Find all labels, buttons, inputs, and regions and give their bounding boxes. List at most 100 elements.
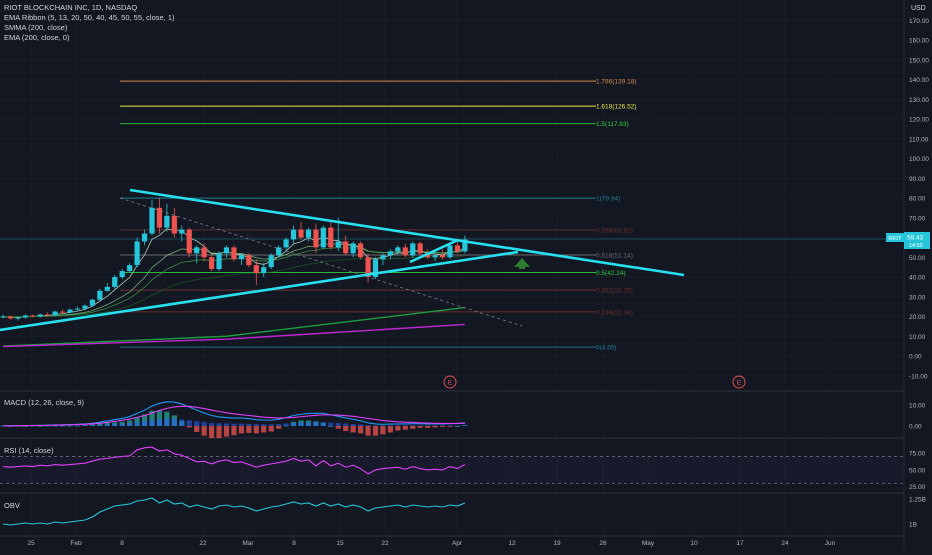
candle[interactable] <box>22 315 28 318</box>
candle[interactable] <box>0 316 6 318</box>
candle[interactable] <box>194 247 200 254</box>
candle[interactable] <box>164 215 170 228</box>
candle[interactable] <box>89 299 95 306</box>
candle[interactable] <box>372 259 379 277</box>
candle[interactable] <box>447 245 453 258</box>
candle[interactable] <box>298 229 304 238</box>
candle[interactable] <box>134 241 140 266</box>
macd-histogram-bar[interactable] <box>328 426 334 427</box>
macd-histogram-bar[interactable] <box>380 426 386 435</box>
upper-trendline[interactable] <box>129 188 685 277</box>
smma-200-line[interactable] <box>2 323 465 348</box>
macd-histogram-bar[interactable] <box>149 410 155 426</box>
candle[interactable] <box>365 257 371 277</box>
macd-histogram-bar[interactable] <box>402 426 408 430</box>
candle[interactable] <box>223 247 230 254</box>
macd-histogram-bar[interactable] <box>372 426 379 436</box>
macd-histogram-bar[interactable] <box>410 426 416 429</box>
channel-trendline[interactable] <box>409 238 459 264</box>
candle[interactable] <box>216 253 222 270</box>
macd-histogram-bar[interactable] <box>216 426 222 439</box>
macd-signal-line[interactable] <box>2 405 465 427</box>
macd-histogram-bar[interactable] <box>253 426 259 434</box>
macd-histogram-bar[interactable] <box>209 426 215 439</box>
price-badge[interactable] <box>904 232 930 249</box>
macd-histogram-bar[interactable] <box>439 426 446 427</box>
macd-histogram-bar[interactable] <box>246 426 252 433</box>
candle[interactable] <box>7 316 14 319</box>
macd-histogram-bar[interactable] <box>186 426 192 428</box>
candle[interactable] <box>283 239 289 248</box>
candle[interactable] <box>305 229 312 238</box>
ema-200-line[interactable] <box>2 306 465 347</box>
obv-line[interactable] <box>2 497 466 526</box>
candle[interactable] <box>45 314 51 316</box>
candle[interactable] <box>253 265 259 274</box>
candle[interactable] <box>171 215 177 234</box>
candle[interactable] <box>380 255 386 260</box>
candle[interactable] <box>112 277 118 287</box>
candle[interactable] <box>231 247 237 260</box>
macd-histogram-bar[interactable] <box>447 426 453 427</box>
candle[interactable] <box>209 257 215 270</box>
dashed-trendline[interactable] <box>119 197 523 327</box>
earnings-marker[interactable] <box>732 375 746 389</box>
macd-histogram-bar[interactable] <box>432 426 438 428</box>
candle[interactable] <box>37 314 43 317</box>
macd-histogram-bar[interactable] <box>387 426 393 433</box>
macd-histogram-bar[interactable] <box>268 426 274 432</box>
macd-histogram-bar[interactable] <box>201 426 207 436</box>
candle[interactable] <box>97 290 103 300</box>
candle[interactable] <box>246 255 252 266</box>
candle[interactable] <box>454 245 461 252</box>
candle[interactable] <box>335 241 341 248</box>
candle[interactable] <box>201 247 207 258</box>
macd-histogram-bar[interactable] <box>395 426 401 431</box>
macd-histogram-bar[interactable] <box>97 423 103 426</box>
candle[interactable] <box>328 227 334 248</box>
macd-histogram-bar[interactable] <box>238 426 244 434</box>
candle[interactable] <box>127 265 133 272</box>
macd-histogram-bar[interactable] <box>335 426 341 429</box>
candle[interactable] <box>156 207 163 228</box>
candle[interactable] <box>410 243 416 256</box>
candle[interactable] <box>141 233 148 242</box>
candle[interactable] <box>119 271 125 277</box>
candle[interactable] <box>186 229 192 254</box>
candle[interactable] <box>30 315 36 317</box>
candle[interactable] <box>320 227 326 248</box>
candle[interactable] <box>268 255 274 268</box>
earnings-marker[interactable] <box>443 375 457 389</box>
macd-histogram-bar[interactable] <box>104 422 110 426</box>
candle[interactable] <box>290 229 297 240</box>
macd-histogram-bar[interactable] <box>261 426 267 433</box>
macd-histogram-bar[interactable] <box>417 426 423 428</box>
macd-histogram-bar[interactable] <box>276 426 282 429</box>
candle[interactable] <box>343 241 349 254</box>
candle[interactable] <box>432 255 438 258</box>
candle[interactable] <box>67 309 73 313</box>
macd-histogram-bar[interactable] <box>141 414 148 426</box>
price-axis[interactable] <box>904 0 932 550</box>
candle[interactable] <box>276 247 282 256</box>
candle[interactable] <box>149 207 155 234</box>
candle[interactable] <box>74 308 81 310</box>
candle[interactable] <box>439 255 446 258</box>
macd-histogram-bar[interactable] <box>231 426 237 436</box>
candle[interactable] <box>238 255 244 260</box>
candle[interactable] <box>358 243 364 258</box>
candle[interactable] <box>82 305 88 309</box>
rsi-line[interactable] <box>2 446 466 475</box>
candle[interactable] <box>52 311 58 316</box>
macd-histogram-bar[interactable] <box>358 426 364 434</box>
macd-histogram-bar[interactable] <box>350 426 356 433</box>
macd-histogram-bar[interactable] <box>194 426 200 433</box>
macd-histogram-bar[interactable] <box>343 426 349 432</box>
candle[interactable] <box>179 229 185 234</box>
candle[interactable] <box>350 243 356 254</box>
candle[interactable] <box>60 311 66 313</box>
candle[interactable] <box>104 286 110 291</box>
candle[interactable] <box>15 317 21 319</box>
candle[interactable] <box>387 251 393 256</box>
